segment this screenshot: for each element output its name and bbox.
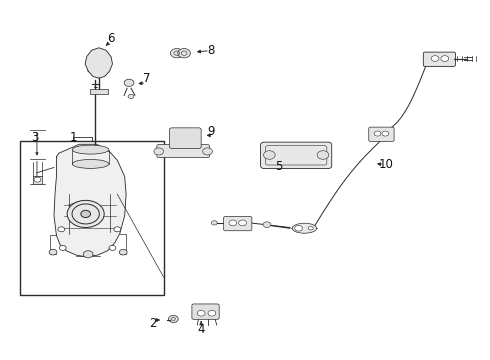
Circle shape — [178, 49, 191, 58]
Ellipse shape — [73, 159, 109, 168]
Text: 3: 3 — [31, 131, 38, 144]
Text: 8: 8 — [207, 44, 215, 57]
Text: 7: 7 — [143, 72, 150, 85]
Circle shape — [59, 246, 66, 250]
Polygon shape — [54, 144, 126, 257]
Circle shape — [294, 225, 302, 231]
FancyBboxPatch shape — [157, 145, 209, 157]
Bar — [32, 176, 42, 184]
Circle shape — [109, 246, 116, 250]
Circle shape — [34, 177, 41, 182]
Circle shape — [169, 315, 178, 323]
Circle shape — [114, 227, 121, 232]
Ellipse shape — [73, 145, 109, 154]
FancyBboxPatch shape — [223, 216, 252, 231]
Polygon shape — [85, 48, 113, 78]
Circle shape — [154, 148, 164, 155]
Circle shape — [197, 310, 205, 316]
Circle shape — [317, 151, 329, 159]
Circle shape — [171, 49, 183, 58]
Circle shape — [374, 131, 381, 136]
Text: 6: 6 — [107, 32, 115, 45]
FancyBboxPatch shape — [369, 127, 394, 141]
Circle shape — [81, 210, 91, 217]
Circle shape — [208, 310, 216, 316]
Text: 10: 10 — [379, 158, 394, 171]
Text: 5: 5 — [275, 160, 283, 173]
FancyBboxPatch shape — [261, 142, 332, 168]
Circle shape — [211, 221, 217, 225]
Text: 2: 2 — [148, 318, 156, 330]
Ellipse shape — [292, 223, 317, 233]
Circle shape — [441, 56, 449, 62]
Bar — [90, 89, 108, 94]
Bar — [20, 141, 164, 295]
Circle shape — [124, 79, 134, 86]
Text: 1: 1 — [70, 131, 77, 144]
Circle shape — [239, 220, 246, 226]
Circle shape — [264, 151, 275, 159]
FancyBboxPatch shape — [192, 304, 219, 319]
Circle shape — [431, 56, 439, 62]
Circle shape — [308, 226, 313, 230]
FancyBboxPatch shape — [170, 128, 201, 149]
Circle shape — [58, 227, 65, 232]
Text: 4: 4 — [197, 323, 205, 336]
Circle shape — [382, 131, 389, 136]
Circle shape — [202, 148, 212, 155]
Circle shape — [119, 249, 127, 255]
FancyBboxPatch shape — [423, 52, 456, 66]
Text: 9: 9 — [207, 125, 215, 138]
Circle shape — [263, 222, 271, 228]
Circle shape — [83, 251, 93, 258]
Circle shape — [49, 249, 57, 255]
Circle shape — [128, 94, 134, 99]
Circle shape — [229, 220, 237, 226]
Circle shape — [67, 201, 104, 228]
